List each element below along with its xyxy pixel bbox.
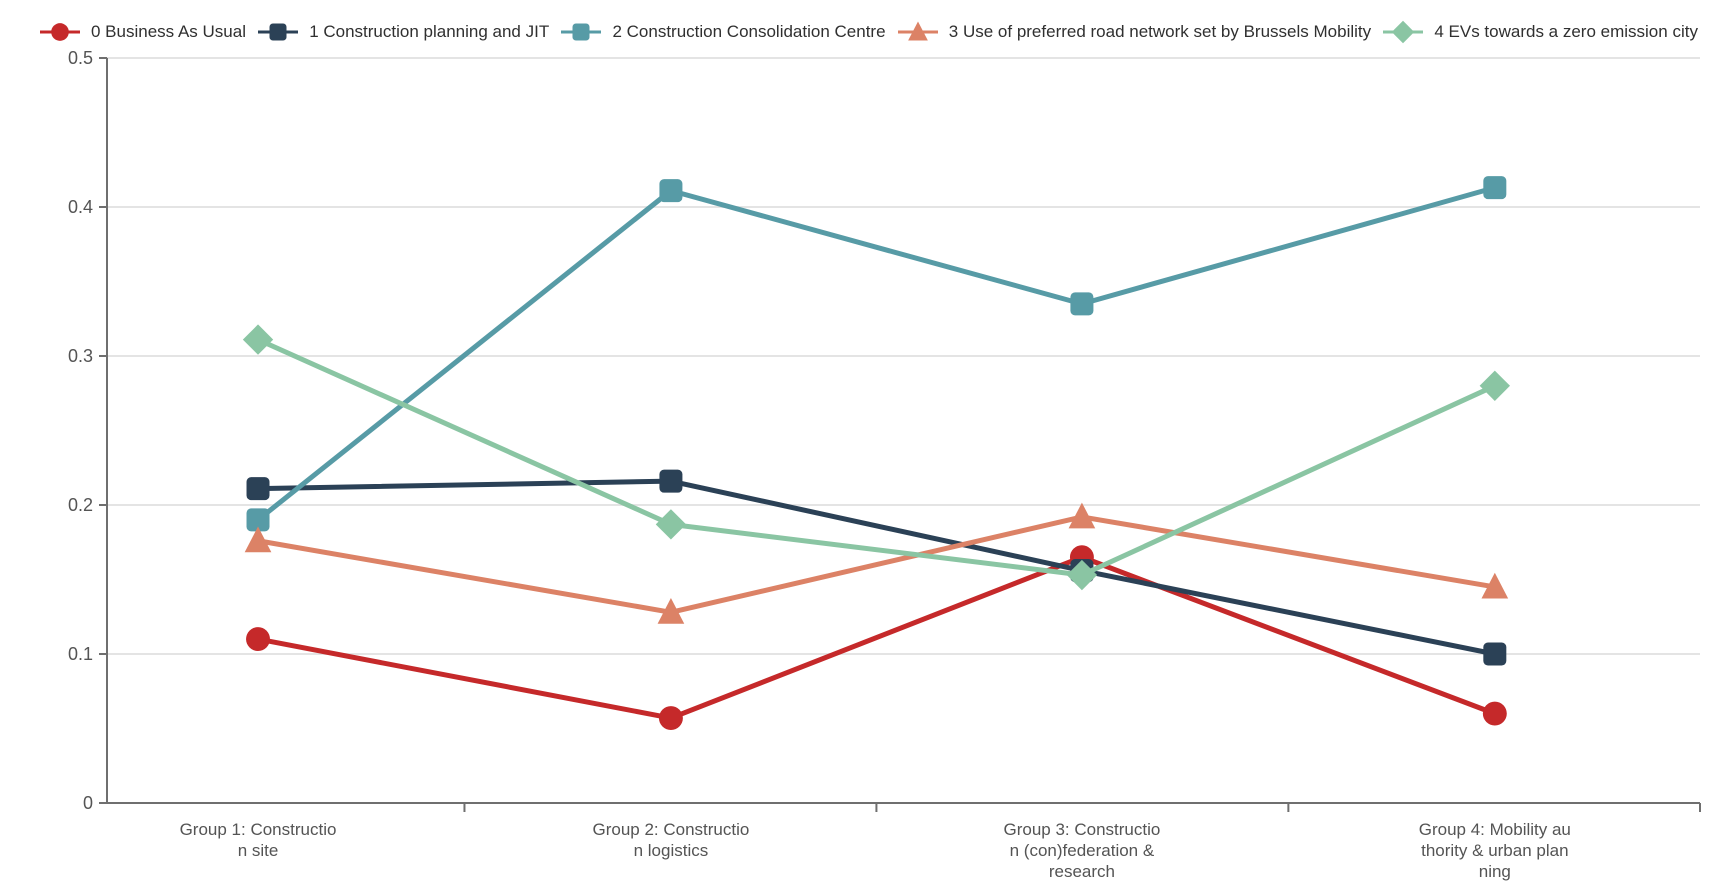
data-point-marker <box>246 477 270 501</box>
series-0 <box>246 545 1507 731</box>
legend-marker-glyph <box>572 23 590 41</box>
series-line <box>255 337 1498 578</box>
data-point-marker <box>242 324 274 355</box>
data-point-marker <box>1481 572 1509 599</box>
legend-item-2[interactable]: 2 Construction Consolidation Centre <box>559 19 886 45</box>
data-point-marker <box>659 179 683 203</box>
data-point-marker <box>659 469 683 493</box>
legend-item-3[interactable]: 3 Use of preferred road network set by B… <box>896 19 1371 45</box>
diamond-legend-marker-icon <box>1383 20 1424 44</box>
series-2 <box>246 176 1507 532</box>
series-line <box>255 478 1498 657</box>
y-axis-tick-label: 0.1 <box>68 644 93 664</box>
chart-legend: 0 Business As Usual 1 Construction planni… <box>0 10 1732 54</box>
x-axis-category-label: Group 2: Constructio n logistics <box>592 820 749 860</box>
legend-marker-glyph <box>51 23 69 41</box>
x-axis-category-label: Group 1: Constructio n site <box>180 820 337 860</box>
series-line <box>255 514 1498 615</box>
data-point-marker <box>657 598 685 624</box>
data-point-marker <box>1483 176 1507 200</box>
y-axis-tick-label: 0.2 <box>68 495 93 515</box>
legend-item-1[interactable]: 1 Construction planning and JIT <box>256 19 549 45</box>
x-axis-category-label: Group 4: Mobility au thority & urban plan… <box>1419 820 1571 881</box>
data-point-marker <box>1068 502 1096 529</box>
legend-item-label: 3 Use of preferred road network set by B… <box>948 22 1372 41</box>
data-point-marker <box>658 706 683 731</box>
legend-item-label: 1 Construction planning and JIT <box>309 22 550 41</box>
y-axis-tick-label: 0.5 <box>68 48 93 68</box>
data-point-marker <box>1482 701 1507 726</box>
data-point-marker <box>246 508 270 532</box>
y-axis-tick-label: 0 <box>83 793 93 813</box>
square-legend-marker-icon <box>561 23 602 41</box>
legend-marker-glyph <box>269 23 287 41</box>
data-point-marker <box>1479 370 1511 401</box>
legend-item-label: 0 Business As Usual <box>91 22 246 41</box>
data-point-marker <box>246 627 270 652</box>
data-point-marker <box>244 526 272 553</box>
series-1 <box>246 469 1507 666</box>
legend-item-label: 4 EVs towards a zero emission city <box>1434 22 1698 41</box>
circle-legend-marker-icon <box>40 23 80 41</box>
data-point-marker <box>1066 559 1098 591</box>
y-axis-tick-label: 0.4 <box>68 197 93 217</box>
data-point-marker <box>655 509 687 540</box>
square-legend-marker-icon <box>258 23 299 41</box>
legend-item-4[interactable]: 4 EVs towards a zero emission city <box>1381 19 1698 45</box>
y-axis-tick-label: 0.3 <box>68 346 93 366</box>
triangle-legend-marker-icon <box>897 21 938 41</box>
legend-item-0[interactable]: 0 Business As Usual <box>38 19 246 45</box>
series-line <box>255 554 1498 721</box>
data-point-marker <box>1483 642 1507 666</box>
legend-marker-glyph <box>1392 20 1415 44</box>
x-axis-category-label: Group 3: Constructio n (con)federation & r… <box>1003 820 1160 881</box>
series-4 <box>242 324 1511 591</box>
legend-marker-glyph <box>907 21 928 41</box>
series-3 <box>244 502 1509 624</box>
legend-item-label: 2 Construction Consolidation Centre <box>612 22 886 41</box>
data-point-marker <box>1070 292 1094 316</box>
series-line <box>255 185 1498 523</box>
